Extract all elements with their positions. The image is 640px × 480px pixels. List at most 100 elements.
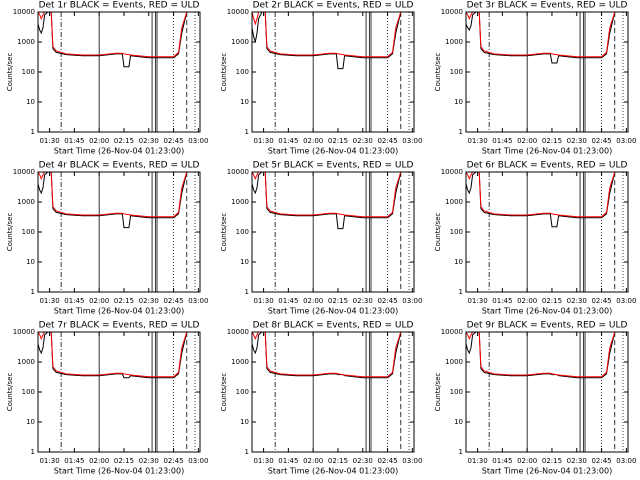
x-tick-label: 02:45 (377, 297, 397, 305)
x-tick-label: 02:30 (353, 137, 373, 145)
x-tick-label: 01:30 (39, 297, 59, 305)
x-tick-label: 01:45 (492, 137, 512, 145)
chart-title: Det 6r BLACK = Events, RED = ULD (467, 161, 628, 171)
x-tick-label: 02:15 (542, 457, 562, 465)
y-tick-label: 10 (240, 418, 249, 426)
series-line (252, 331, 402, 379)
x-tick-label: 01:30 (253, 137, 273, 145)
x-tick-label: 02:00 (517, 457, 537, 465)
x-axis-label: Start Time (26-Nov-04 01:23:00) (268, 147, 398, 156)
x-tick-label: 01:45 (64, 457, 84, 465)
x-tick-label: 02:00 (303, 137, 323, 145)
x-tick-label: 02:15 (114, 297, 134, 305)
x-tick-label: 01:30 (39, 137, 59, 145)
x-tick-label: 02:00 (89, 297, 109, 305)
chart-title: Det 9r BLACK = Events, RED = ULD (467, 321, 628, 331)
chart-title: Det 7r BLACK = Events, RED = ULD (39, 321, 200, 331)
y-tick-label: 100 (450, 228, 463, 236)
series-line (466, 11, 616, 58)
y-tick-label: 10000 (13, 8, 35, 16)
series-line (252, 11, 402, 70)
y-tick-label: 1 (459, 128, 463, 136)
y-tick-label: 100 (22, 68, 35, 76)
y-tick-label: 1 (459, 288, 463, 296)
y-tick-label: 1000 (445, 358, 463, 366)
x-tick-label: 03:00 (616, 137, 636, 145)
series-line (252, 171, 402, 230)
x-tick-label: 01:30 (467, 457, 487, 465)
x-tick-label: 02:30 (567, 137, 587, 145)
y-tick-label: 10 (454, 418, 463, 426)
series-line (38, 331, 188, 378)
x-tick-label: 02:00 (303, 457, 323, 465)
plot-frame (251, 331, 415, 453)
chart-title: Det 2r BLACK = Events, RED = ULD (253, 1, 414, 11)
y-tick-label: 1 (31, 128, 35, 136)
y-tick-label: 1 (459, 448, 463, 456)
x-axis-label: Start Time (26-Nov-04 01:23:00) (54, 147, 184, 156)
y-tick-label: 1000 (445, 38, 463, 46)
y-axis-label: Counts/sec (434, 213, 442, 252)
y-axis-label: Counts/sec (6, 373, 14, 412)
y-axis-label: Counts/sec (220, 213, 228, 252)
y-tick-label: 1 (245, 128, 249, 136)
y-tick-label: 10 (240, 98, 249, 106)
series-line (252, 11, 402, 58)
plot-frame (37, 11, 201, 133)
y-tick-label: 1000 (231, 358, 249, 366)
x-tick-label: 02:45 (591, 457, 611, 465)
y-tick-label: 100 (22, 388, 35, 396)
chart-title: Det 3r BLACK = Events, RED = ULD (467, 1, 628, 11)
y-tick-label: 100 (236, 68, 249, 76)
x-tick-label: 02:15 (328, 137, 348, 145)
x-tick-label: 02:45 (377, 457, 397, 465)
x-tick-label: 03:00 (402, 457, 422, 465)
x-axis-label: Start Time (26-Nov-04 01:23:00) (54, 467, 184, 476)
x-tick-label: 03:00 (188, 297, 208, 305)
y-tick-label: 10000 (441, 8, 463, 16)
x-tick-label: 02:15 (328, 457, 348, 465)
x-tick-label: 01:45 (278, 457, 298, 465)
y-tick-label: 10 (454, 98, 463, 106)
x-axis-label: Start Time (26-Nov-04 01:23:00) (482, 147, 612, 156)
y-tick-label: 1 (31, 448, 35, 456)
plot-frame (465, 171, 629, 293)
x-tick-label: 03:00 (402, 137, 422, 145)
x-tick-label: 02:45 (163, 457, 183, 465)
y-tick-label: 10000 (227, 8, 249, 16)
x-tick-label: 02:15 (542, 137, 562, 145)
y-tick-label: 100 (236, 388, 249, 396)
y-tick-label: 10000 (227, 328, 249, 336)
x-tick-label: 02:15 (114, 137, 134, 145)
y-axis-label: Counts/sec (434, 373, 442, 412)
plot-frame (251, 11, 415, 133)
y-axis-label: Counts/sec (6, 213, 14, 252)
x-tick-label: 02:15 (542, 297, 562, 305)
x-tick-label: 02:00 (517, 137, 537, 145)
series-line (38, 11, 188, 68)
x-tick-label: 03:00 (616, 297, 636, 305)
series-line (466, 171, 616, 218)
plot-frame (465, 11, 629, 133)
y-tick-label: 1000 (17, 198, 35, 206)
series-line (38, 331, 188, 379)
plot-frame (251, 171, 415, 293)
x-tick-label: 01:45 (64, 297, 84, 305)
x-tick-label: 02:00 (517, 297, 537, 305)
x-axis-label: Start Time (26-Nov-04 01:23:00) (268, 307, 398, 316)
series-line (252, 331, 402, 378)
y-tick-label: 10000 (13, 168, 35, 176)
x-tick-label: 02:00 (89, 137, 109, 145)
chart-title: Det 8r BLACK = Events, RED = ULD (253, 321, 414, 331)
y-tick-label: 100 (236, 228, 249, 236)
y-axis-label: Counts/sec (434, 53, 442, 92)
chart-title: Det 4r BLACK = Events, RED = ULD (39, 161, 200, 171)
x-tick-label: 03:00 (188, 457, 208, 465)
x-tick-label: 01:45 (278, 137, 298, 145)
x-tick-label: 02:30 (139, 297, 159, 305)
y-tick-label: 1000 (17, 358, 35, 366)
y-tick-label: 10 (454, 258, 463, 266)
x-tick-label: 02:00 (89, 457, 109, 465)
